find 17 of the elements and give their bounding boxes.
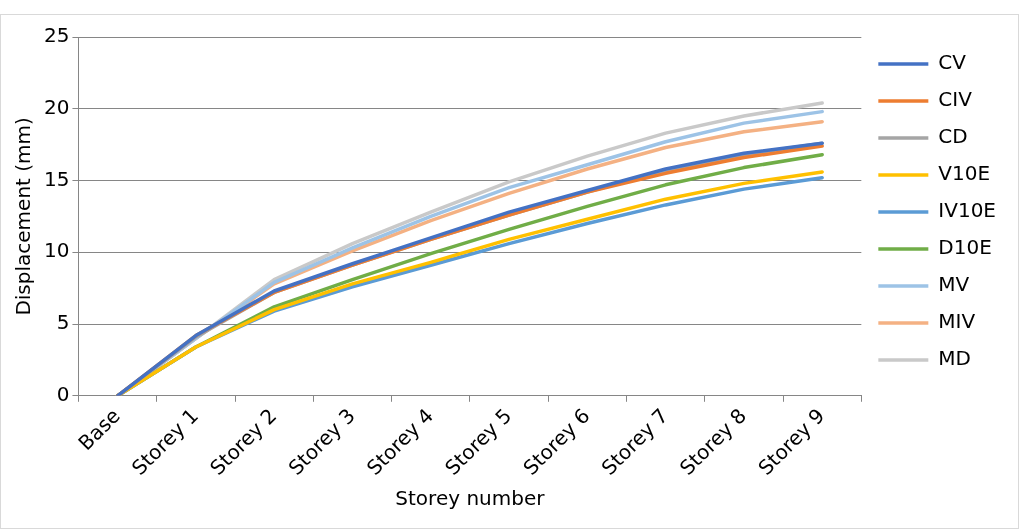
y-axis-title: Displacement (mm) bbox=[11, 117, 36, 316]
legend-label: MV bbox=[938, 272, 970, 297]
x-axis-title: Storey number bbox=[395, 486, 546, 511]
y-tick-label: 25 bbox=[44, 23, 70, 48]
legend-label: MIV bbox=[938, 309, 976, 334]
y-tick-label: 15 bbox=[44, 166, 70, 191]
legend-label: IV10E bbox=[938, 198, 997, 223]
y-tick-label: 0 bbox=[56, 381, 70, 406]
y-tick-label: 20 bbox=[44, 94, 70, 119]
y-tick-label: 5 bbox=[56, 310, 70, 335]
legend-label: V10E bbox=[938, 161, 991, 186]
legend-label: CV bbox=[938, 50, 967, 75]
legend-label: MD bbox=[938, 346, 971, 371]
y-tick-label: 10 bbox=[44, 238, 70, 263]
legend-label: D10E bbox=[938, 235, 992, 260]
legend-label: CD bbox=[938, 124, 968, 149]
legend-label: CIV bbox=[938, 87, 973, 112]
